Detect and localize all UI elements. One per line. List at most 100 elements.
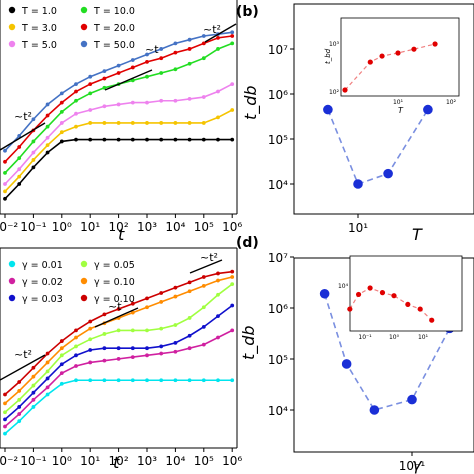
panel-a-legend-label-5: T = 50.0 <box>93 40 135 51</box>
panel-a-point-4-7 <box>102 76 107 81</box>
panel-d-inset-xtick-2: 10¹ <box>418 334 429 341</box>
panel-b-inset-point-0 <box>342 87 348 93</box>
panel-c-point-3-1 <box>17 397 22 402</box>
panel-a-legend-marker-1 <box>8 23 16 31</box>
panel-a-point-4-12 <box>173 50 178 55</box>
panel-c-annotations: ~t² ~t ~t² <box>0 251 223 381</box>
panel-c-point-3-5 <box>74 344 78 349</box>
panel-b-point-2 <box>383 168 393 179</box>
panel-c-annotation-1: ~t <box>108 300 122 313</box>
panel-a-point-0-16 <box>230 137 235 142</box>
panel-c-point-2-16 <box>230 303 235 308</box>
panel-d-point-2 <box>369 405 380 415</box>
panel-a-series-line-4 <box>4 35 233 163</box>
panel-c-point-5-1 <box>17 380 22 384</box>
panel-d-ytick-label-2: 10⁶ <box>268 302 288 316</box>
panel-a-point-0-10 <box>145 137 149 142</box>
panel-a-point-5-13 <box>187 37 192 42</box>
panel-a-legend-marker-0 <box>8 6 16 14</box>
panel-c-point-2-12 <box>173 340 178 345</box>
panel-c-point-2-3 <box>45 376 50 381</box>
panel-a-legend-label-2: T = 5.0 <box>21 40 57 51</box>
panel-a-annotation-1: ~t <box>145 43 159 56</box>
panel-c-point-3-4 <box>59 353 64 358</box>
panel-a-point-5-7 <box>102 69 107 74</box>
panel-a-point-4-16 <box>230 34 235 38</box>
panel-c-point-4-11 <box>159 300 164 304</box>
panel-a-point-0-3 <box>45 150 50 155</box>
panel-c-point-5-5 <box>74 328 78 333</box>
panel-c-point-5-12 <box>173 285 178 290</box>
panel-d-ylabel: t_db <box>239 325 259 360</box>
panel-b-y-ticks: 10⁴ 10⁵ 10⁶ 10⁷ <box>268 43 294 192</box>
panel-b-inset-xtick-1: 10² <box>446 99 457 106</box>
panel-a-series-line-0 <box>4 138 233 200</box>
panel-c-point-2-8 <box>116 346 121 351</box>
panel-c-point-3-3 <box>45 369 50 374</box>
panel-c-point-2-2 <box>31 390 36 395</box>
panel-c-legend-label-3: γ = 0.05 <box>94 260 135 271</box>
panel-c-point-4-13 <box>187 289 192 294</box>
panel-c-point-3-13 <box>187 316 192 320</box>
panel-c-x-ticks: 10⁻²10⁻¹ 10⁰ 10¹ 10² 10³ 10⁴ 10⁵ 10⁶ <box>0 448 242 468</box>
panel-c-point-1-1 <box>17 412 22 416</box>
panel-a-point-4-14 <box>201 41 206 46</box>
panel-a-xtick-label-3: 10¹ <box>80 220 100 234</box>
panel-a-point-1-14 <box>201 121 206 125</box>
panel-c-xtick-label-3: 10¹ <box>80 454 100 468</box>
panel-d-point-1 <box>341 359 352 369</box>
panel-c-xlabel: t <box>113 453 120 472</box>
panel-a-point-4-15 <box>216 35 220 40</box>
panel-c-point-3-6 <box>88 337 93 342</box>
panel-b-point-1 <box>353 179 363 189</box>
panel-c-xtick-label-7: 10⁵ <box>194 454 214 468</box>
panel-d-inset-dashed-line <box>349 287 433 321</box>
panel-c-point-2-9 <box>130 346 135 351</box>
panel-d-inset-point-5 <box>405 301 411 308</box>
panel-c-series-points <box>3 269 235 436</box>
panel-c-point-2-5 <box>74 353 78 358</box>
panel-a-guide-line-2 <box>204 23 237 43</box>
panel-a-point-0-1 <box>17 182 22 186</box>
panel-a-point-4-3 <box>45 113 50 118</box>
panel-a-point-0-4 <box>59 139 64 144</box>
panel-a-point-4-10 <box>145 60 149 64</box>
panel-c-point-5-16 <box>230 269 235 274</box>
panel-c-legend-label-1: γ = 0.02 <box>22 277 63 288</box>
panel-c-point-5-10 <box>145 296 149 301</box>
panel-c-legend-marker-3 <box>80 260 88 268</box>
panel-c-point-1-7 <box>102 358 107 363</box>
panel-c-point-4-9 <box>130 310 135 315</box>
panel-c-point-0-7 <box>102 378 107 383</box>
panel-a-point-1-5 <box>74 124 78 129</box>
panel-a-point-0-12 <box>173 137 178 142</box>
panel-a-point-3-13 <box>187 61 192 66</box>
panel-c-point-2-7 <box>102 346 107 351</box>
panel-a-point-0-2 <box>31 165 36 170</box>
panel-c-point-3-0 <box>3 410 7 415</box>
panel-c-point-1-11 <box>159 351 164 356</box>
panel-a-point-5-8 <box>116 63 121 68</box>
panel-a-point-2-13 <box>187 97 192 101</box>
panel-a-annotation-0: ~t² <box>14 110 32 123</box>
panel-a-series-lines <box>4 31 233 200</box>
panel-c-point-2-13 <box>187 333 192 338</box>
panel-b-inset-ytick-0: 10² <box>329 89 340 96</box>
panel-a-point-4-8 <box>116 71 121 75</box>
panel-c-xtick-label-1: 10⁻¹ <box>20 454 47 468</box>
panel-a-point-1-9 <box>130 121 135 125</box>
panel-c-legend-label-2: γ = 0.03 <box>22 294 63 305</box>
panel-d-ytick-label-1: 10⁵ <box>268 353 288 367</box>
panel-c-xtick-label-2: 10⁰ <box>52 454 72 468</box>
panel-a-xtick-label-6: 10⁴ <box>165 220 185 234</box>
panel-d-point-3 <box>407 394 417 405</box>
panel-d-y-ticks: 10⁴ 10⁵ 10⁶ 10⁷ <box>268 251 294 418</box>
panel-d-point-0 <box>319 288 330 299</box>
panel-a-point-3-2 <box>31 139 36 144</box>
panel-a-point-3-3 <box>45 124 50 129</box>
panel-c-point-1-14 <box>201 342 206 347</box>
panel-c-point-5-14 <box>201 275 206 279</box>
panel-d-inset-xtick-1: 10⁰ <box>389 334 400 341</box>
panel-a-point-1-7 <box>102 121 107 125</box>
